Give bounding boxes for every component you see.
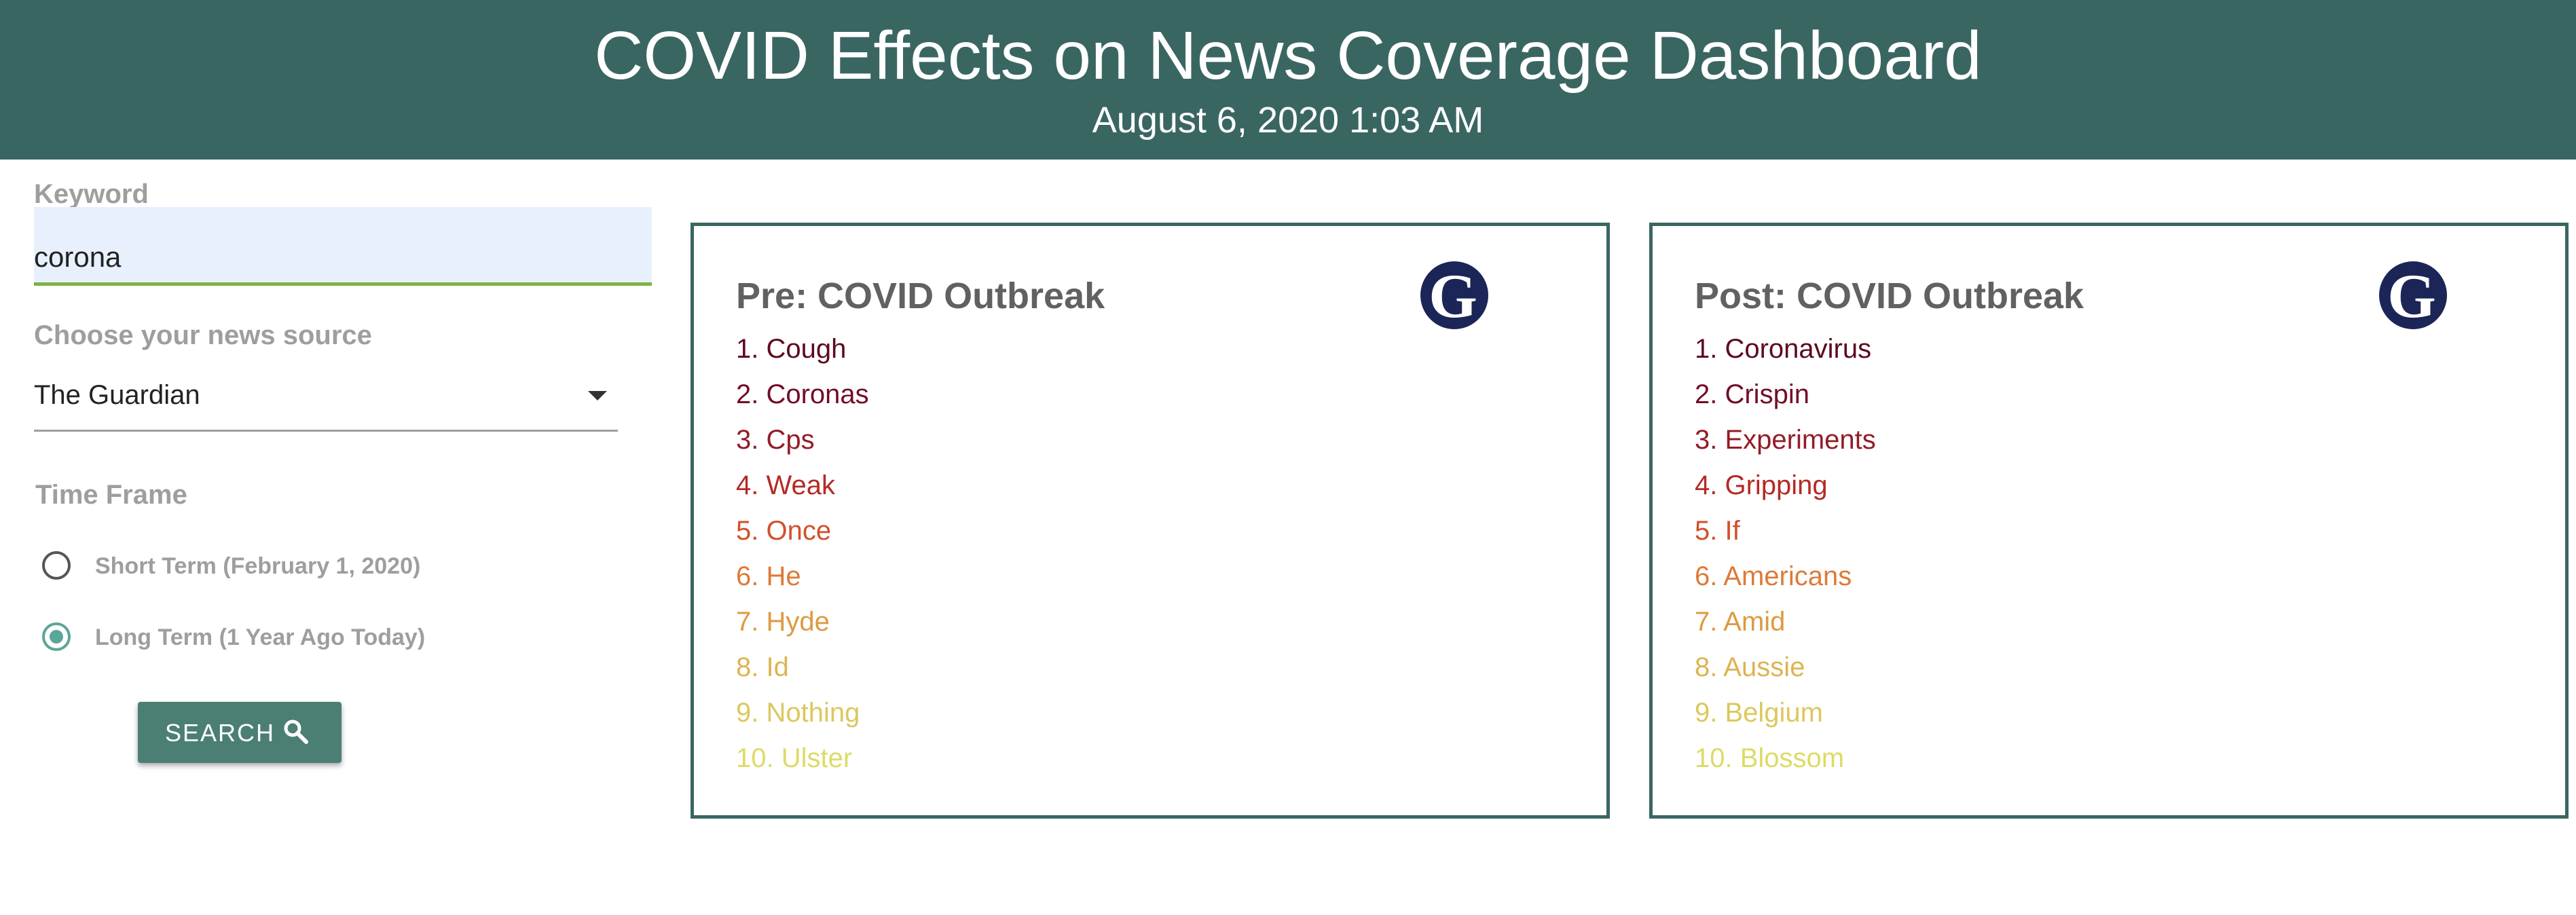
list-item: 10. Ulster [736,743,853,773]
search-icon [284,720,308,744]
list-item: 7. Hyde [736,607,830,637]
list-item: 4. Gripping [1695,470,1828,500]
list-item: 8. Id [736,652,789,682]
radio-circle[interactable] [42,551,71,580]
list-item: 7. Amid [1695,607,1786,637]
post-covid-card: Post: COVID Outbreak G 1. Coronavirus 2. … [1649,223,2569,819]
post-covid-word-list: 1. Coronavirus 2. Crispin 3. Experiments 4.… [1695,326,1876,781]
list-item: 6. He [736,561,801,591]
list-item: 9. Belgium [1695,698,1823,728]
page-datetime: August 6, 2020 1:03 AM [1092,100,1484,141]
news-source-value: The Guardian [34,380,200,410]
news-source-label: Choose your news source [34,320,372,350]
news-source-select[interactable]: The Guardian [34,367,618,432]
list-item: 1. Cough [736,334,847,364]
caret-down-icon [588,391,607,400]
list-item: 6. Americans [1695,561,1852,591]
keyword-label: Keyword [34,179,149,209]
list-item: 10. Blossom [1695,743,1845,773]
list-item: 2. Crispin [1695,379,1809,409]
pre-covid-word-list: 1. Cough 2. Coronas 3. Cps 4. Weak 5. Once 6.… [736,326,869,781]
post-covid-title: Post: COVID Outbreak [1695,276,2084,316]
pre-covid-card: Pre: COVID Outbreak G 1. Cough 2. Coronas… [691,223,1610,819]
search-button[interactable]: SEARCH [138,702,342,763]
list-item: 4. Weak [736,470,835,500]
radio-circle[interactable] [42,622,71,651]
list-item: 3. Cps [736,425,815,455]
list-item: 5. If [1695,516,1740,546]
guardian-logo-icon: G [1420,261,1488,331]
page-title: COVID Effects on News Coverage Dashboard [594,18,1982,94]
svg-text:G: G [2387,261,2436,331]
list-item: 3. Experiments [1695,425,1876,455]
list-item: 2. Coronas [736,379,869,409]
svg-text:G: G [1429,261,1477,331]
search-button-label: SEARCH [165,719,276,747]
radio-long-term-label: Long Term (1 Year Ago Today) [95,624,426,650]
time-frame-label: Time Frame [35,480,187,510]
guardian-logo-icon: G [2379,261,2447,331]
keyword-input[interactable] [34,207,652,286]
list-item: 8. Aussie [1695,652,1805,682]
pre-covid-title: Pre: COVID Outbreak [736,276,1105,316]
list-item: 9. Nothing [736,698,860,728]
list-item: 1. Coronavirus [1695,334,1872,364]
radio-short-term-label: Short Term (February 1, 2020) [95,553,421,579]
list-item: 5. Once [736,516,832,546]
header-bar: COVID Effects on News Coverage Dashboard… [0,0,2576,160]
